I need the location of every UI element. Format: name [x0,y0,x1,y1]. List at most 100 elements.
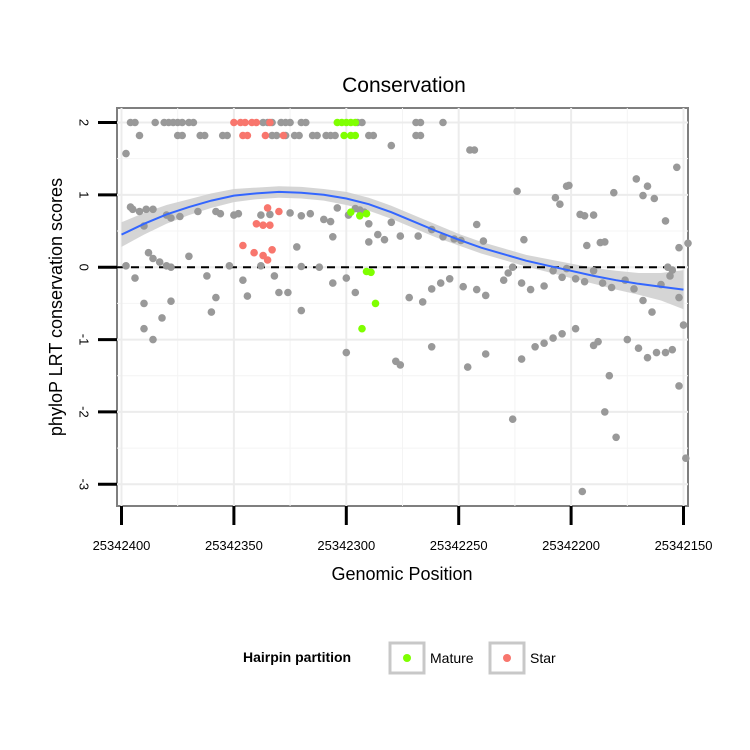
data-point-other [610,188,618,197]
y-tick-label: 1 [77,191,92,198]
data-point-other [151,118,159,127]
data-point-other [601,408,609,416]
data-point-other [517,355,526,363]
data-point-other [167,214,175,222]
data-point-other [257,211,265,219]
data-point-other [194,207,202,216]
confidence-band [121,186,684,310]
data-point-other [369,131,378,140]
legend-key-mature-dot [403,654,411,662]
data-point-other [365,220,373,228]
data-point-other [140,324,148,333]
data-point-other [342,348,351,357]
data-point-other [342,274,351,282]
data-point-other [329,233,337,241]
data-point-other [526,285,535,294]
data-point-other [668,266,677,274]
data-point-mature [358,324,366,333]
data-point-other [580,277,589,286]
data-point-mature [356,212,364,220]
data-point-other [131,118,139,127]
data-point-star [266,221,274,229]
y-tick-label: 2 [77,119,92,126]
data-point-other [439,118,447,127]
data-point-other [351,288,360,297]
data-point-other [589,211,598,219]
x-tick-label: 25342200 [542,538,600,553]
data-point-other [266,210,274,219]
data-point-other [571,275,580,283]
data-point-star [230,118,238,127]
data-point-other [122,149,130,158]
data-point-other [189,118,198,127]
data-point-other [639,191,647,200]
data-point-other [549,267,557,275]
legend-label-mature: Mature [430,650,474,666]
data-point-other [284,288,292,297]
data-point-other [508,263,517,272]
data-point-other [140,299,148,308]
data-point-other [315,263,324,272]
data-point-other [155,258,164,266]
data-point-other [131,274,139,282]
confidence-band-layer [121,186,684,310]
data-point-other [167,297,175,306]
data-point-other [479,237,488,245]
x-tick-label: 25342350 [205,538,263,553]
data-point-other [387,218,396,227]
data-point-other [144,248,153,257]
y-tick-label: -1 [77,334,92,346]
data-point-star [275,207,283,216]
data-point-other [520,235,528,244]
x-tick-label: 25342400 [93,538,151,553]
data-point-other [551,193,560,202]
data-point-other [517,279,526,287]
data-point-other [185,252,193,261]
data-point-other [122,262,130,270]
data-point-other [200,131,209,140]
data-point-other [594,337,602,346]
data-point-other [374,230,382,239]
data-point-star [252,118,261,127]
data-point-other [128,205,137,214]
data-point-other [612,433,620,442]
x-tick-label: 25342250 [430,538,488,553]
data-point-other [684,239,692,248]
data-point-other [427,285,436,293]
data-point-other [623,335,632,344]
data-point-star [239,241,247,250]
x-axis-title: Genomic Position [331,564,472,584]
data-point-other [167,263,175,272]
data-point-star [268,246,276,254]
data-point-other [396,232,405,240]
points-layer [122,118,692,496]
data-point-other [176,212,184,221]
data-point-star [263,256,272,264]
data-point-other [405,293,414,302]
data-point-other [605,371,614,380]
data-point-other [472,285,481,294]
data-point-other [630,285,638,293]
x-axis: 25342400 25342350 25342300 25342250 25342200… [93,506,712,553]
data-point-other [302,118,310,127]
data-point-other [257,262,265,270]
data-point-other [682,454,690,463]
data-point-star [259,221,267,229]
data-point-other [639,296,647,305]
data-point-other [135,131,144,140]
data-point-other [661,348,670,357]
data-point-other [272,131,281,140]
data-point-star [263,204,272,212]
data-point-other [661,217,670,225]
data-point-mature [362,209,371,218]
data-point-other [675,243,683,252]
data-point-other [513,187,521,195]
data-point-other [142,205,150,214]
data-point-star [261,131,270,140]
data-point-other [297,306,306,315]
data-point-other [504,269,512,277]
data-point-mature [347,208,355,216]
data-point-other [275,288,283,297]
